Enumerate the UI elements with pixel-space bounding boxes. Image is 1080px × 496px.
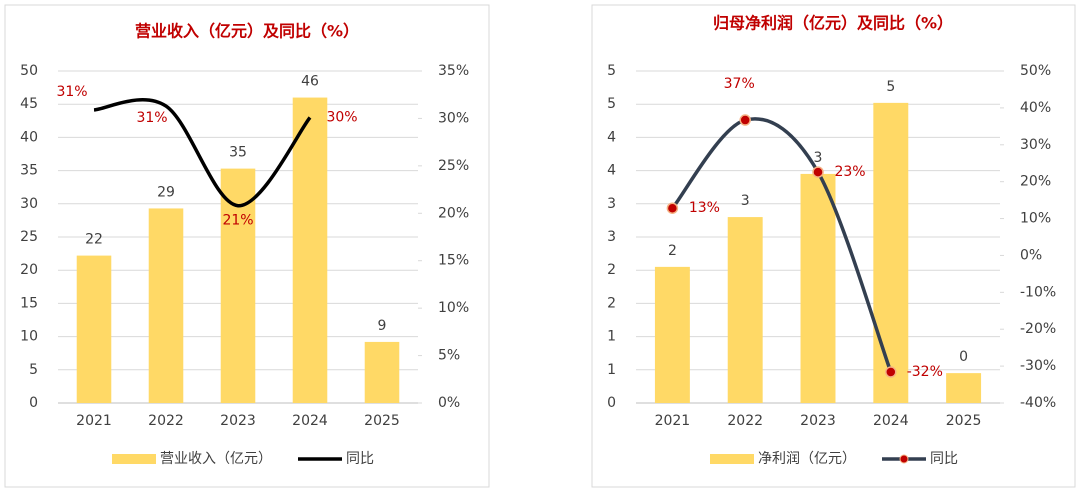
marker — [812, 166, 824, 178]
bar — [800, 173, 836, 403]
y-tick-label: 5 — [607, 96, 616, 112]
bar-label: 22 — [85, 232, 103, 248]
bar — [220, 168, 256, 403]
y-tick-label: 3 — [607, 196, 616, 212]
bar-label: 5 — [886, 79, 895, 95]
bar — [727, 217, 763, 403]
legend-swatch — [112, 454, 156, 464]
line-label: 37% — [724, 76, 755, 92]
x-tick-label: 2024 — [873, 413, 909, 429]
y-tick-label: 5 — [29, 362, 38, 378]
marker — [666, 202, 679, 214]
y-tick-label: 50 — [20, 63, 38, 79]
bar — [654, 266, 690, 403]
legend-label: 净利润（亿元） — [758, 451, 856, 467]
legend-label: 同比 — [930, 451, 958, 467]
x-tick-label: 2023 — [800, 413, 836, 429]
y-tick-label: 35 — [20, 163, 38, 179]
y-tick-label: 3 — [607, 229, 616, 245]
bar — [76, 255, 112, 403]
x-tick-label: 2022 — [727, 413, 763, 429]
x-tick-label: 2021 — [655, 413, 691, 429]
y2-tick-label: 35% — [438, 63, 469, 79]
bar-label: 9 — [378, 318, 387, 334]
y-tick-label: 2 — [607, 262, 616, 278]
x-tick-label: 2021 — [76, 413, 112, 429]
legend-marker — [899, 454, 909, 464]
y-tick-label: 4 — [607, 163, 616, 179]
y2-tick-label: -10% — [1020, 284, 1056, 300]
x-tick-label: 2022 — [148, 413, 184, 429]
chart-title: 营业收入（亿元）及同比（%） — [135, 22, 359, 41]
legend-label: 营业收入（亿元） — [160, 451, 272, 467]
line-label: 13% — [689, 200, 720, 216]
y-tick-label: 10 — [20, 329, 38, 345]
y-tick-label: 0 — [607, 395, 616, 411]
y2-tick-label: 0% — [438, 395, 460, 411]
y-tick-label: 0 — [29, 395, 38, 411]
marker — [885, 366, 897, 378]
line-label: 31% — [56, 84, 87, 100]
chart-title: 归母净利润（亿元）及同比（%） — [713, 14, 953, 33]
y2-tick-label: 10% — [1020, 211, 1051, 227]
line-label: -32% — [907, 364, 943, 380]
bar — [946, 373, 982, 403]
y-tick-label: 1 — [607, 329, 616, 345]
bar-label: 3 — [814, 150, 823, 166]
y2-tick-label: -20% — [1020, 321, 1056, 337]
line — [671, 117, 893, 373]
bar — [364, 341, 400, 403]
bar-label: 0 — [959, 349, 968, 365]
legend-swatch — [710, 454, 754, 464]
y-tick-label: 5 — [607, 63, 616, 79]
y-tick-label: 45 — [20, 96, 38, 112]
y-tick-label: 40 — [20, 129, 38, 145]
bar-label: 29 — [157, 184, 175, 200]
marker — [739, 114, 751, 126]
bar-label: 3 — [741, 193, 750, 209]
y2-tick-label: 10% — [438, 300, 469, 316]
y-tick-label: 30 — [20, 196, 38, 212]
y-tick-label: 20 — [20, 262, 38, 278]
line — [93, 98, 312, 208]
x-tick-label: 2024 — [292, 413, 328, 429]
y2-tick-label: 25% — [438, 158, 469, 174]
bar — [873, 102, 909, 403]
bar — [292, 97, 328, 403]
y2-tick-label: -30% — [1020, 358, 1056, 374]
y2-tick-label: 15% — [438, 253, 469, 269]
y-tick-label: 2 — [607, 295, 616, 311]
y2-tick-label: -40% — [1020, 395, 1056, 411]
x-tick-label: 2025 — [946, 413, 982, 429]
y-tick-label: 25 — [20, 229, 38, 245]
y2-tick-label: 20% — [1020, 174, 1051, 190]
line-label: 23% — [834, 164, 865, 180]
legend-label: 同比 — [346, 451, 374, 467]
x-tick-label: 2023 — [220, 413, 256, 429]
bar-label: 35 — [229, 145, 247, 161]
y-tick-label: 1 — [607, 362, 616, 378]
y2-tick-label: 30% — [438, 110, 469, 126]
bar-label: 46 — [301, 74, 319, 90]
y2-tick-label: 50% — [1020, 63, 1051, 79]
y2-tick-label: 20% — [438, 205, 469, 221]
line-label: 30% — [326, 109, 357, 125]
bar-label: 2 — [668, 243, 677, 259]
y2-tick-label: 40% — [1020, 100, 1051, 116]
line-label: 21% — [222, 213, 253, 229]
y2-tick-label: 0% — [1020, 247, 1042, 263]
line-label: 31% — [136, 110, 167, 126]
y-tick-label: 4 — [607, 129, 616, 145]
y2-tick-label: 30% — [1020, 137, 1051, 153]
x-tick-label: 2025 — [364, 413, 400, 429]
y-tick-label: 15 — [20, 295, 38, 311]
y2-tick-label: 5% — [438, 348, 460, 364]
bar — [148, 208, 184, 403]
